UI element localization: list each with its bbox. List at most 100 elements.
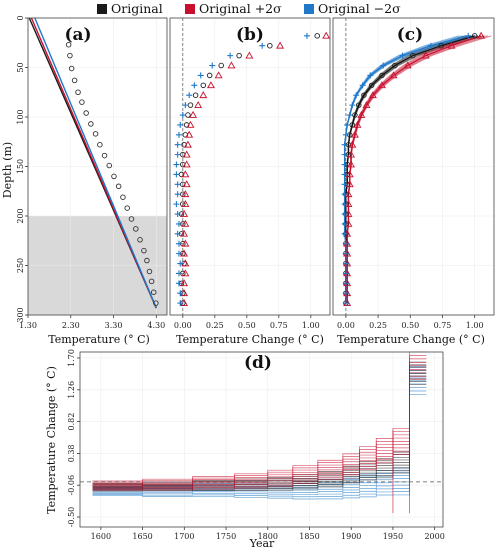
data-point-triangle: [182, 160, 191, 168]
x-tick-label-a: 1.30: [19, 321, 37, 330]
ylabel-depth: Depth (m): [1, 142, 14, 198]
data-point-circle: [236, 52, 242, 59]
data-point-plus: [174, 141, 181, 148]
data-point-plus: [342, 250, 349, 257]
observation-point: [88, 121, 94, 127]
data-point-plus: [177, 121, 184, 128]
data-point-triangle: [357, 110, 366, 118]
data-point-circle: [438, 42, 444, 49]
x-tick-label: 0.75: [434, 321, 452, 330]
data-point-triangle: [350, 130, 359, 138]
data-point-plus: [341, 151, 348, 158]
observation-point: [128, 216, 135, 222]
y-tick-label-d: 0.38: [67, 444, 76, 462]
data-point-plus: [341, 220, 348, 227]
legend-label-plus: Original +2σ: [199, 1, 282, 16]
data-point-plus: [353, 92, 360, 99]
data-point-triangle: [377, 81, 386, 89]
data-point-plus: [259, 42, 266, 49]
legend-label-original: Original: [111, 1, 163, 16]
panel-label-c: (c): [397, 25, 423, 45]
frame-a: [27, 17, 168, 316]
x-tick-label-year: 1650: [132, 532, 152, 541]
data-point-triangle: [181, 219, 190, 227]
data-point-plus: [174, 230, 181, 237]
panel-label-a: (a): [64, 25, 91, 45]
data-point-triangle: [421, 51, 430, 59]
data-point-triangle: [189, 110, 198, 118]
x-tick-label-a: 3.30: [105, 321, 123, 330]
data-point-plus: [399, 52, 406, 59]
data-point-circle: [218, 62, 224, 69]
observation-point: [111, 173, 117, 180]
data-point-plus: [175, 270, 182, 277]
data-point-plus: [175, 240, 182, 247]
data-point-plus: [342, 280, 349, 287]
data-point-triangle: [194, 101, 203, 108]
data-point-triangle: [345, 170, 354, 178]
observation-point: [79, 99, 85, 105]
legend-swatch-original: [97, 4, 107, 14]
data-point-circle: [206, 72, 213, 79]
panel-d: 1600 1650 1700 1750 1800 1850 1900 1950 2000 1.70…: [67, 349, 445, 541]
observation-point: [115, 183, 122, 190]
data-point-circle: [356, 102, 362, 108]
data-point-triangle: [183, 140, 192, 148]
data-point-plus: [173, 171, 180, 178]
data-point-triangle: [345, 180, 354, 188]
data-point-plus: [173, 161, 180, 168]
x-tick-label: 0.75: [270, 321, 288, 330]
data-point-circle: [471, 33, 478, 39]
x-tick-label-year: 1600: [91, 532, 111, 541]
data-point-plus: [342, 300, 349, 307]
data-point-plus: [346, 112, 353, 119]
data-point-plus: [342, 131, 349, 138]
y-tick-label-depth: 0: [16, 15, 25, 20]
data-point-triangle: [362, 101, 371, 108]
data-point-circle: [192, 92, 199, 98]
data-point-triangle: [348, 140, 357, 148]
data-point-plus: [227, 52, 234, 59]
data-point-plus: [465, 32, 472, 39]
data-point-triangle: [180, 249, 189, 257]
data-point-plus: [380, 62, 387, 69]
observation-point: [153, 300, 159, 306]
panel-label-b: (b): [236, 25, 264, 45]
data-point-plus: [197, 72, 204, 79]
x-tick-label-year: 1750: [216, 532, 236, 541]
data-point-plus: [349, 102, 356, 109]
observation-point: [71, 77, 78, 84]
data-point-plus: [341, 161, 348, 168]
data-point-circle: [200, 82, 207, 89]
data-point-triangle: [447, 41, 456, 49]
data-point-plus: [174, 211, 181, 218]
xlabel-b: Temperature Change (° C): [176, 333, 324, 346]
x-tick-label-a: 2.30: [62, 321, 80, 330]
data-point-plus: [342, 240, 349, 247]
data-point-triangle: [353, 120, 362, 128]
x-tick-label-year: 1800: [258, 532, 278, 541]
data-point-triangle: [181, 170, 190, 178]
data-point-triangle: [389, 71, 398, 79]
data-point-triangle: [181, 239, 190, 247]
observation-point: [83, 110, 89, 116]
data-point-triangle: [182, 180, 191, 188]
data-point-triangle: [477, 31, 486, 39]
data-point-triangle: [227, 61, 236, 69]
y-tick-label-depth: 100: [16, 109, 25, 124]
data-point-plus: [177, 260, 184, 267]
data-point-triangle: [347, 150, 356, 158]
observation-point: [120, 194, 126, 200]
mean-line-2: [343, 35, 469, 304]
x-tick-label: 0.25: [206, 321, 224, 330]
data-point-triangle: [180, 229, 189, 237]
x-tick-label: 1.00: [302, 321, 320, 330]
observation-point: [75, 89, 81, 95]
y-tick-label-depth: 50: [16, 62, 25, 72]
observation-point: [97, 141, 103, 148]
data-point-plus: [342, 290, 349, 297]
data-point-plus: [341, 211, 348, 218]
x-tick-label: 0.00: [337, 321, 355, 330]
data-point-plus: [174, 151, 181, 158]
